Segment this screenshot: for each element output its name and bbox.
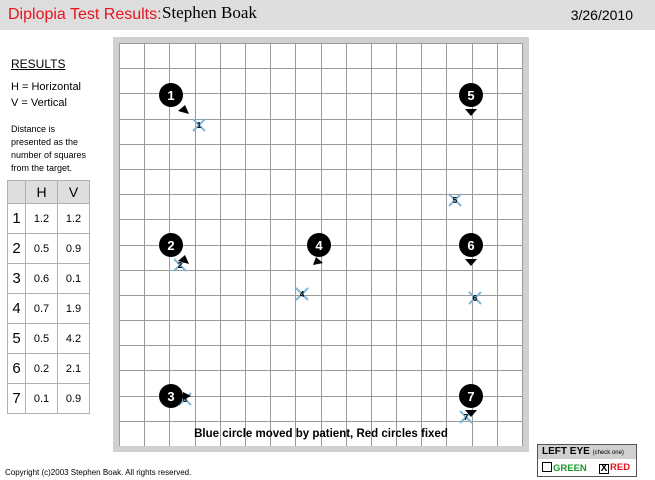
v-value: 4.2 bbox=[57, 323, 90, 354]
patient-name: Stephen Boak bbox=[162, 3, 257, 22]
distance-note: Distance is presented as the number of s… bbox=[11, 124, 87, 173]
v-value: 1.2 bbox=[57, 203, 90, 234]
red-option[interactable]: X RED bbox=[599, 462, 630, 474]
v-value: 2.1 bbox=[57, 353, 90, 384]
h-value: 0.5 bbox=[25, 233, 58, 264]
horizontal-legend: H = Horizontal bbox=[11, 81, 82, 93]
target-label: 7 bbox=[467, 389, 474, 404]
v-value: 1.9 bbox=[57, 293, 90, 324]
table-row: 1 1.2 1.2 bbox=[7, 203, 90, 234]
copyright: Copyright (c)2003 Stephen Boak. All righ… bbox=[5, 468, 192, 477]
test-date: 3/26/2010 bbox=[570, 7, 633, 23]
v-value: 0.9 bbox=[57, 233, 90, 264]
mark-cross-icon bbox=[192, 118, 206, 132]
test-grid: 1 2 3 4 5 6 7 1 2 3 4 5 6 7 Blue circle moved by pati… bbox=[119, 43, 523, 446]
table-row: 6 0.2 2.1 bbox=[7, 353, 90, 384]
arrow-icon bbox=[465, 410, 477, 417]
grid-svg: 1 2 3 4 5 6 7 1 2 3 4 5 6 7 bbox=[119, 43, 523, 446]
target-3: 3 bbox=[159, 384, 191, 408]
target-label: 3 bbox=[167, 389, 174, 404]
eye-selector: LEFT EYE (check one) GREEN X RED bbox=[537, 444, 637, 477]
row-number: 5 bbox=[7, 323, 26, 354]
h-value: 0.5 bbox=[25, 323, 58, 354]
table-row: 7 0.1 0.9 bbox=[7, 383, 90, 414]
arrow-icon bbox=[178, 255, 189, 264]
mark-label: 5 bbox=[453, 196, 458, 205]
arrow-icon bbox=[313, 257, 323, 265]
target-4: 4 bbox=[307, 233, 331, 265]
target-circle bbox=[159, 384, 183, 408]
target-label: 1 bbox=[167, 88, 174, 103]
row-number: 3 bbox=[7, 263, 26, 294]
target-circle bbox=[307, 233, 331, 257]
mark-label: 7 bbox=[464, 413, 469, 422]
table-header-row: H V bbox=[7, 180, 90, 204]
v-value: 0.9 bbox=[57, 383, 90, 414]
mark-label: 2 bbox=[178, 261, 183, 270]
green-option[interactable]: GREEN bbox=[542, 462, 587, 474]
target-label: 5 bbox=[467, 88, 474, 103]
h-value: 0.6 bbox=[25, 263, 58, 294]
results-table: H V 1 1.2 1.2 2 0.5 0.9 3 0.6 0.1 4 0.7 1.9 5 0.5 4.2 6… bbox=[7, 180, 90, 414]
target-circle bbox=[159, 83, 183, 107]
h-value: 1.2 bbox=[25, 203, 58, 234]
mark-cross-icon bbox=[468, 291, 482, 305]
table-header-cell: V bbox=[57, 180, 90, 204]
green-label: GREEN bbox=[553, 463, 587, 474]
row-number: 4 bbox=[7, 293, 26, 324]
eye-selector-header: LEFT EYE (check one) bbox=[538, 445, 636, 459]
results-heading: RESULTS bbox=[11, 57, 66, 71]
target-label: 4 bbox=[315, 238, 323, 253]
eye-title: LEFT EYE bbox=[542, 446, 590, 457]
arrow-icon bbox=[465, 259, 477, 266]
table-row: 4 0.7 1.9 bbox=[7, 293, 90, 324]
table-row: 5 0.5 4.2 bbox=[7, 323, 90, 354]
v-value: 0.1 bbox=[57, 263, 90, 294]
mark-label: 1 bbox=[197, 121, 202, 130]
page-title: Diplopia Test Results: bbox=[8, 6, 162, 23]
patient-mark-5: 5 bbox=[448, 193, 462, 207]
target-circle bbox=[159, 233, 183, 257]
target-circle bbox=[459, 83, 483, 107]
mark-cross-icon bbox=[295, 287, 309, 301]
arrow-icon bbox=[183, 392, 191, 400]
red-checkbox[interactable]: X bbox=[599, 463, 609, 474]
h-value: 0.2 bbox=[25, 353, 58, 384]
target-5: 5 bbox=[459, 83, 483, 116]
mark-label: 6 bbox=[473, 294, 478, 303]
table-row: 3 0.6 0.1 bbox=[7, 263, 90, 294]
eye-hint: (check one) bbox=[592, 450, 624, 456]
mark-cross-icon bbox=[448, 193, 462, 207]
mark-label: 4 bbox=[300, 290, 305, 299]
patient-mark-1: 1 bbox=[192, 118, 206, 132]
patient-mark-4: 4 bbox=[295, 287, 309, 301]
patient-mark-6: 6 bbox=[468, 291, 482, 305]
target-1: 1 bbox=[159, 83, 189, 114]
row-number: 1 bbox=[7, 203, 26, 234]
red-label: RED bbox=[610, 462, 631, 473]
grid-caption: Blue circle moved by patient, Red circle… bbox=[194, 428, 448, 440]
target-6: 6 bbox=[459, 233, 483, 266]
h-value: 0.1 bbox=[25, 383, 58, 414]
table-header-cell: H bbox=[25, 180, 58, 204]
grid-frame: 1 2 3 4 5 6 7 1 2 3 4 5 6 7 Blue circle moved by pati… bbox=[113, 37, 529, 452]
green-checkbox[interactable] bbox=[542, 462, 552, 472]
target-2: 2 bbox=[159, 233, 189, 264]
h-value: 0.7 bbox=[25, 293, 58, 324]
target-7: 7 bbox=[459, 384, 483, 417]
row-number: 7 bbox=[7, 383, 26, 414]
row-number: 2 bbox=[7, 233, 26, 264]
target-circle bbox=[459, 384, 483, 408]
target-circle bbox=[459, 233, 483, 257]
row-number: 6 bbox=[7, 353, 26, 384]
table-header-cell bbox=[7, 180, 26, 204]
vertical-legend: V = Vertical bbox=[11, 97, 67, 109]
arrow-icon bbox=[465, 109, 477, 116]
arrow-icon bbox=[178, 105, 189, 114]
header-bar: Diplopia Test Results: Stephen Boak 3/26… bbox=[0, 0, 655, 30]
target-label: 2 bbox=[167, 238, 174, 253]
mark-label: 3 bbox=[183, 395, 188, 404]
target-label: 6 bbox=[467, 238, 474, 253]
table-row: 2 0.5 0.9 bbox=[7, 233, 90, 264]
